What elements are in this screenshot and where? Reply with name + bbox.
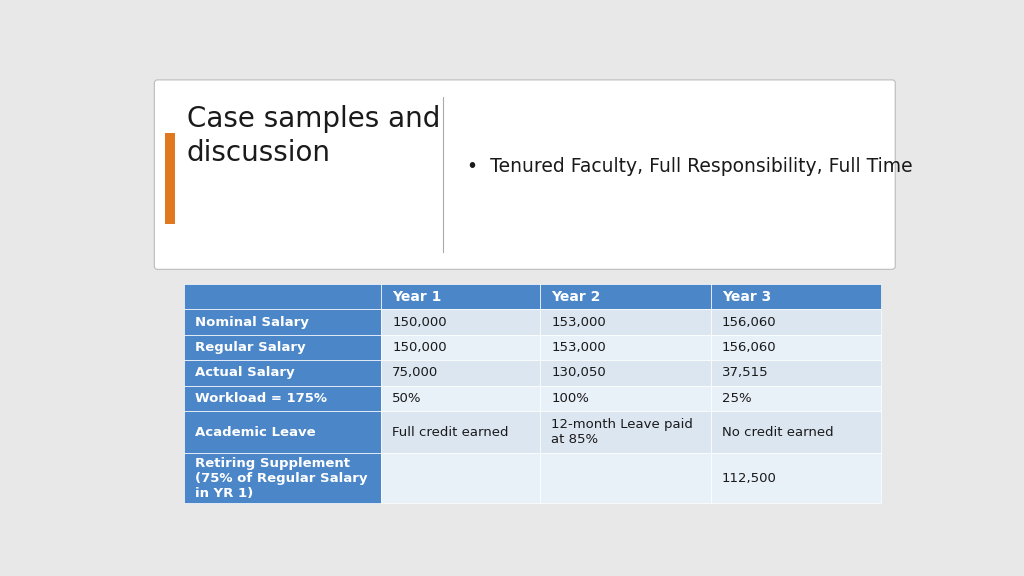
Text: 156,060: 156,060 xyxy=(722,341,776,354)
Bar xyxy=(381,335,541,360)
Text: 12-month Leave paid
at 85%: 12-month Leave paid at 85% xyxy=(551,418,693,446)
Bar xyxy=(183,335,381,360)
Text: 50%: 50% xyxy=(392,392,422,405)
Text: 153,000: 153,000 xyxy=(551,316,606,328)
Bar xyxy=(183,453,381,503)
Bar xyxy=(381,453,541,503)
Bar xyxy=(381,284,541,309)
Bar xyxy=(381,411,541,453)
FancyBboxPatch shape xyxy=(155,80,895,270)
Text: 156,060: 156,060 xyxy=(722,316,776,328)
Bar xyxy=(541,309,711,335)
Text: 25%: 25% xyxy=(722,392,752,405)
Text: Retiring Supplement
(75% of Regular Salary
in YR 1): Retiring Supplement (75% of Regular Sala… xyxy=(195,457,368,500)
Bar xyxy=(541,453,711,503)
Bar xyxy=(541,385,711,411)
Text: 150,000: 150,000 xyxy=(392,316,446,328)
Bar xyxy=(381,309,541,335)
Text: No credit earned: No credit earned xyxy=(722,426,834,439)
Text: Academic Leave: Academic Leave xyxy=(195,426,315,439)
Text: 150,000: 150,000 xyxy=(392,341,446,354)
Text: Year 2: Year 2 xyxy=(551,290,600,304)
Text: Year 3: Year 3 xyxy=(722,290,771,304)
Bar xyxy=(711,453,882,503)
Bar xyxy=(711,385,882,411)
Bar xyxy=(541,411,711,453)
Text: 100%: 100% xyxy=(551,392,589,405)
Bar xyxy=(183,309,381,335)
Bar xyxy=(541,284,711,309)
Bar xyxy=(711,411,882,453)
Text: Year 1: Year 1 xyxy=(392,290,441,304)
Bar xyxy=(711,309,882,335)
Bar xyxy=(381,385,541,411)
Bar xyxy=(711,360,882,385)
Bar xyxy=(381,360,541,385)
Text: 153,000: 153,000 xyxy=(551,341,606,354)
Text: 37,515: 37,515 xyxy=(722,366,768,380)
Bar xyxy=(183,284,381,309)
Bar xyxy=(711,335,882,360)
Text: 130,050: 130,050 xyxy=(551,366,606,380)
Text: Regular Salary: Regular Salary xyxy=(195,341,305,354)
Bar xyxy=(183,411,381,453)
Bar xyxy=(183,360,381,385)
Text: Full credit earned: Full credit earned xyxy=(392,426,509,439)
Text: Nominal Salary: Nominal Salary xyxy=(195,316,308,328)
Text: 112,500: 112,500 xyxy=(722,472,776,485)
Bar xyxy=(711,284,882,309)
Text: •  Tenured Faculty, Full Responsibility, Full Time: • Tenured Faculty, Full Responsibility, … xyxy=(467,157,913,176)
Bar xyxy=(541,335,711,360)
Bar xyxy=(183,385,381,411)
Text: Workload = 175%: Workload = 175% xyxy=(195,392,327,405)
Text: Actual Salary: Actual Salary xyxy=(195,366,294,380)
Bar xyxy=(165,133,175,224)
Bar xyxy=(541,360,711,385)
Text: 75,000: 75,000 xyxy=(392,366,438,380)
Text: Case samples and
discussion: Case samples and discussion xyxy=(187,104,440,167)
